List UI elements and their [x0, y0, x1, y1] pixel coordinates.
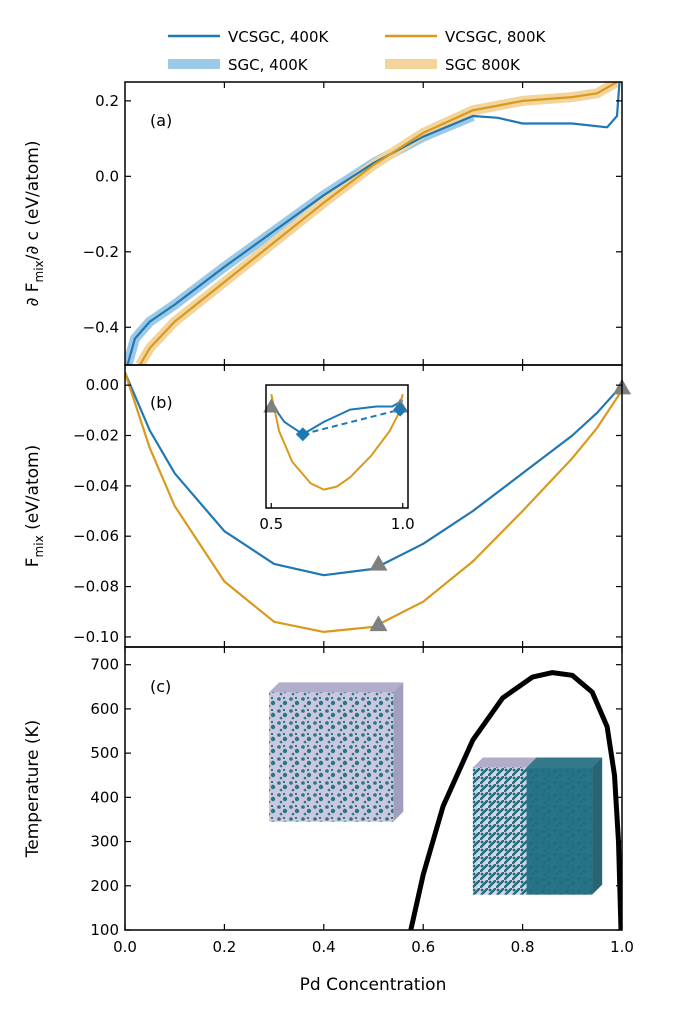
inset-common-tangent	[302, 408, 401, 436]
y-tick-label-a: 0.0	[95, 167, 119, 185]
y-tick-label-b: −0.08	[73, 578, 119, 596]
y-tick-label-b: −0.04	[73, 477, 119, 495]
series-vcsgc_400-line	[126, 82, 621, 365]
disordered-structure	[269, 682, 404, 822]
panel-a-series	[125, 82, 621, 365]
gray-triangle-marker	[369, 615, 388, 632]
inset-frame	[265, 384, 409, 509]
inset-series-vcsgc_800	[270, 393, 404, 491]
y-tick-label-b: −0.02	[73, 427, 119, 445]
inset-gray-triangle	[263, 398, 280, 413]
phase-boundary-line	[408, 670, 622, 930]
series-sgc_400-band	[125, 111, 475, 365]
panel-c: 100 200 300 400 500 600 700 0.0 0.2 0.4 0.6 0.8 1.0 (…	[23, 646, 634, 956]
x-tick-label: 1.0	[610, 938, 634, 956]
y-tick-label-c: 500	[90, 744, 119, 762]
y-axis-label-b: Fmix (eV/atom)	[23, 445, 46, 567]
inset-blue-diamond	[295, 427, 310, 442]
panel-c-frame	[124, 646, 623, 931]
series-vcsgc_800-line	[138, 82, 619, 365]
y-tick-label-c: 200	[90, 877, 119, 895]
legend-label-sgc_400: SGC, 400K	[228, 56, 309, 74]
inset-series-vcsgc_400	[270, 399, 404, 436]
y-tick-label-a: −0.2	[83, 243, 119, 261]
panel-a: 0.2 0.0 −0.2 −0.4 (a) ∂ Fmix/∂ c (eV/atom)	[23, 81, 623, 366]
legend: VCSGC, 400K VCSGC, 800K SGC, 400K SGC 800K	[168, 28, 547, 74]
y-tick-label-c: 100	[90, 921, 119, 939]
x-tick-label: 0.0	[113, 938, 137, 956]
y-axis-label-a: ∂ Fmix/∂ c (eV/atom)	[23, 141, 46, 307]
y-axis-label-c: Temperature (K)	[23, 720, 43, 859]
gray-triangle-marker	[369, 554, 388, 571]
ordered-structure	[472, 757, 603, 895]
inset-x-tick-label: 1.0	[391, 515, 415, 533]
x-tick-label: 0.6	[411, 938, 435, 956]
inset-plot: 0.5 1.0	[259, 384, 415, 533]
panel-label-c: (c)	[150, 677, 171, 696]
y-tick-label-b: −0.10	[73, 628, 119, 646]
x-tick-label: 0.8	[511, 938, 535, 956]
y-tick-label-a: −0.4	[83, 318, 119, 336]
y-tick-label-c: 400	[90, 788, 119, 806]
legend-label-vcsgc_400: VCSGC, 400K	[228, 28, 330, 46]
x-tick-label: 0.2	[212, 938, 236, 956]
y-tick-label-c: 600	[90, 700, 119, 718]
panel-b: 0.00 −0.02 −0.04 −0.06 −0.08 −0.10 (b) Fmix (eV…	[23, 364, 631, 648]
y-tick-label-c: 300	[90, 833, 119, 851]
panel-label-a: (a)	[150, 111, 172, 130]
legend-label-sgc_800: SGC 800K	[445, 56, 521, 74]
inset-x-tick-label: 0.5	[259, 515, 283, 533]
inset-blue-diamond	[393, 402, 408, 417]
y-tick-label-a: 0.2	[95, 92, 119, 110]
x-axis-label: Pd Concentration	[300, 975, 447, 995]
y-tick-label-b: 0.00	[86, 376, 119, 394]
y-tick-label-b: −0.06	[73, 527, 119, 545]
y-tick-label-c: 700	[90, 656, 119, 674]
x-tick-label: 0.4	[312, 938, 336, 956]
legend-label-vcsgc_800: VCSGC, 800K	[445, 28, 547, 46]
panel-label-b: (b)	[150, 393, 173, 412]
